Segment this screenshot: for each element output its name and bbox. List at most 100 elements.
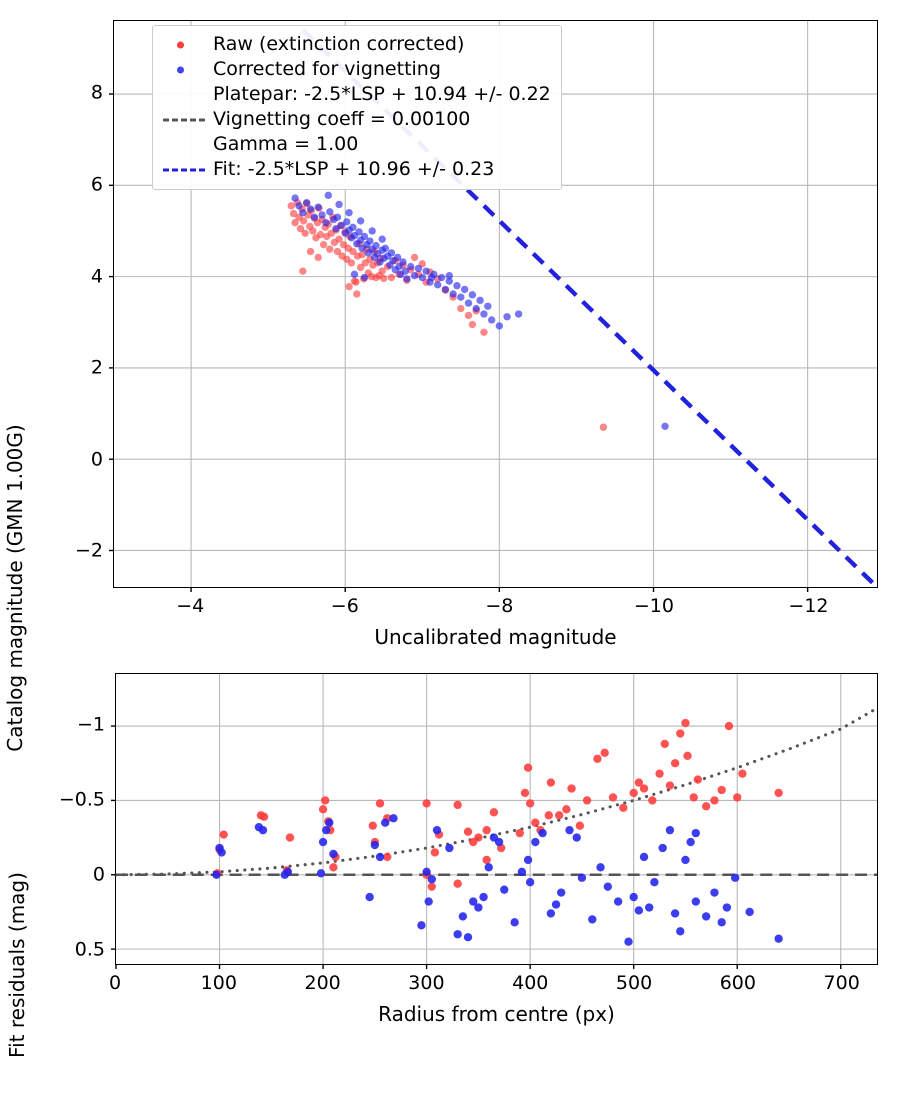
data-point bbox=[302, 198, 311, 207]
data-point bbox=[352, 278, 360, 286]
dashed-line-icon bbox=[163, 168, 205, 171]
calibration-y-tick-label: 4 bbox=[90, 265, 103, 288]
calibration-fit-line bbox=[301, 28, 879, 589]
data-point bbox=[650, 878, 659, 887]
photometry-calibration-figure: Raw (extinction corrected) Corrected for … bbox=[3, 20, 879, 1058]
data-point bbox=[464, 299, 473, 307]
data-point bbox=[551, 900, 561, 909]
data-point bbox=[353, 290, 361, 298]
data-point bbox=[366, 237, 374, 245]
data-point bbox=[565, 825, 574, 835]
data-point bbox=[520, 788, 530, 798]
data-point bbox=[393, 253, 402, 262]
data-point bbox=[445, 843, 454, 853]
data-point bbox=[324, 191, 332, 200]
data-point bbox=[474, 903, 483, 912]
legend-marker-dashed-line-icon bbox=[161, 160, 207, 180]
data-point bbox=[381, 818, 390, 827]
data-point bbox=[387, 273, 396, 282]
data-point bbox=[212, 870, 221, 879]
data-point bbox=[484, 863, 493, 872]
data-point bbox=[316, 230, 325, 239]
residuals-x-tick-label: 0 bbox=[108, 972, 122, 994]
calibration-x-tick-label: −4 bbox=[176, 595, 205, 617]
data-point bbox=[360, 273, 369, 282]
data-point bbox=[463, 827, 473, 836]
data-point bbox=[514, 310, 523, 318]
data-point bbox=[582, 796, 592, 805]
data-point bbox=[333, 213, 342, 221]
data-point bbox=[691, 897, 700, 906]
data-point bbox=[332, 224, 340, 233]
data-point bbox=[333, 247, 342, 256]
data-point bbox=[577, 873, 587, 882]
data-point bbox=[538, 828, 547, 838]
data-point bbox=[414, 264, 423, 273]
data-point bbox=[722, 903, 732, 912]
data-point bbox=[774, 934, 783, 943]
data-point bbox=[417, 921, 426, 930]
data-point bbox=[645, 903, 654, 912]
residuals-x-tick-label: 300 bbox=[408, 972, 445, 994]
data-point bbox=[710, 796, 719, 805]
calibration-y-tick-label: 6 bbox=[90, 173, 103, 196]
legend-item: Gamma = 1.00 bbox=[161, 132, 551, 157]
data-point bbox=[306, 205, 315, 213]
data-point bbox=[745, 907, 754, 917]
data-point bbox=[665, 781, 675, 790]
data-point bbox=[546, 909, 556, 918]
calibration-series-1 bbox=[291, 191, 669, 431]
data-point bbox=[287, 202, 295, 210]
data-point bbox=[296, 224, 305, 233]
data-point bbox=[517, 867, 527, 876]
residuals-gridlines bbox=[116, 674, 877, 964]
data-point bbox=[306, 247, 315, 256]
data-point bbox=[401, 267, 410, 275]
data-point bbox=[437, 273, 446, 282]
data-point bbox=[219, 830, 228, 839]
data-point bbox=[381, 244, 389, 253]
legend-marker-none bbox=[161, 85, 207, 105]
data-point bbox=[557, 888, 566, 897]
data-point bbox=[468, 320, 477, 329]
data-point bbox=[375, 852, 385, 862]
data-point bbox=[378, 235, 386, 243]
data-point bbox=[457, 293, 465, 301]
legend-item-label: Raw (extinction corrected) bbox=[213, 33, 465, 55]
residuals-y-tick-label: −1 bbox=[76, 713, 105, 736]
legend-item-label: Corrected for vignetting bbox=[213, 58, 441, 80]
data-point bbox=[389, 814, 398, 823]
data-point bbox=[531, 818, 540, 827]
data-point bbox=[422, 799, 431, 808]
data-point bbox=[480, 310, 488, 318]
calibration-x-tick-label: −8 bbox=[485, 595, 514, 617]
data-point bbox=[639, 784, 649, 793]
data-point bbox=[691, 828, 700, 838]
data-point bbox=[717, 918, 726, 927]
data-point bbox=[724, 721, 734, 731]
legend-marker-dashed-line-icon bbox=[161, 110, 207, 130]
data-point bbox=[337, 221, 346, 230]
data-point bbox=[403, 275, 411, 283]
data-point bbox=[544, 811, 553, 820]
data-point bbox=[424, 897, 433, 906]
data-point bbox=[427, 875, 436, 884]
data-point bbox=[383, 852, 392, 862]
residuals-y-tick-label: 0.5 bbox=[74, 938, 105, 961]
data-point bbox=[655, 769, 664, 778]
data-point bbox=[407, 262, 415, 271]
data-point bbox=[531, 837, 540, 847]
data-point bbox=[479, 892, 488, 902]
calibration-y-tick-label: −2 bbox=[74, 539, 103, 562]
residuals-x-tick-label: 500 bbox=[615, 972, 653, 994]
data-point bbox=[480, 328, 488, 336]
data-point bbox=[482, 855, 491, 865]
data-point bbox=[316, 869, 326, 878]
data-point bbox=[291, 194, 299, 202]
data-point bbox=[299, 267, 307, 275]
data-point bbox=[356, 263, 365, 272]
data-point bbox=[314, 203, 322, 211]
calibration-x-axis-title: Uncalibrated magnitude bbox=[374, 625, 617, 649]
data-point bbox=[434, 281, 442, 289]
data-point bbox=[375, 799, 385, 808]
